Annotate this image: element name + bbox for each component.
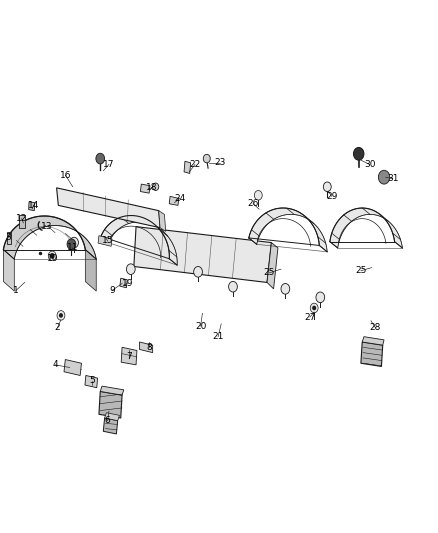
Polygon shape [249, 208, 327, 252]
Polygon shape [99, 391, 122, 418]
Polygon shape [98, 236, 112, 246]
Text: 3: 3 [6, 233, 11, 242]
Circle shape [229, 281, 237, 292]
Text: 26: 26 [247, 199, 259, 208]
Text: 21: 21 [212, 332, 224, 341]
Polygon shape [4, 249, 14, 291]
Text: 31: 31 [387, 174, 399, 183]
Text: 29: 29 [326, 192, 337, 201]
Polygon shape [267, 243, 278, 289]
Polygon shape [4, 216, 96, 259]
Polygon shape [361, 342, 383, 367]
Polygon shape [330, 208, 403, 248]
Text: 18: 18 [145, 183, 157, 192]
Text: 5: 5 [89, 376, 95, 385]
Text: 25: 25 [355, 266, 367, 275]
Text: 12: 12 [16, 214, 27, 223]
Text: 2: 2 [55, 323, 60, 332]
Circle shape [60, 314, 62, 317]
Text: 20: 20 [195, 321, 206, 330]
Text: 7: 7 [127, 352, 132, 361]
Circle shape [316, 292, 325, 303]
Polygon shape [85, 249, 96, 291]
Polygon shape [101, 215, 177, 265]
Circle shape [281, 284, 290, 294]
Circle shape [50, 254, 54, 258]
Text: 14: 14 [28, 201, 39, 210]
Polygon shape [57, 188, 160, 228]
Text: 10: 10 [47, 254, 59, 263]
Polygon shape [121, 348, 137, 365]
Polygon shape [141, 184, 150, 193]
Polygon shape [7, 232, 11, 244]
Text: 13: 13 [41, 222, 52, 231]
Text: 15: 15 [102, 237, 113, 246]
Polygon shape [362, 337, 384, 345]
Circle shape [127, 264, 135, 274]
Polygon shape [184, 161, 191, 173]
Text: 8: 8 [146, 343, 152, 352]
Text: 23: 23 [214, 158, 226, 167]
Circle shape [254, 190, 262, 200]
Circle shape [310, 303, 318, 313]
Polygon shape [169, 196, 179, 205]
Polygon shape [103, 418, 118, 434]
Circle shape [203, 155, 210, 163]
Text: 30: 30 [364, 160, 375, 169]
Polygon shape [140, 342, 152, 353]
Circle shape [57, 311, 65, 320]
Polygon shape [120, 278, 127, 288]
Text: 25: 25 [264, 269, 275, 277]
Polygon shape [134, 227, 272, 282]
Circle shape [323, 182, 331, 191]
Text: 28: 28 [370, 323, 381, 332]
Text: 22: 22 [189, 160, 201, 169]
Text: 1: 1 [13, 286, 19, 295]
Polygon shape [64, 360, 81, 375]
Polygon shape [105, 413, 120, 421]
Text: 27: 27 [304, 312, 315, 321]
Circle shape [194, 266, 202, 277]
Text: 9: 9 [109, 286, 115, 295]
Circle shape [48, 251, 56, 261]
Text: 17: 17 [103, 160, 115, 169]
Text: 19: 19 [122, 279, 133, 288]
Text: 24: 24 [174, 194, 185, 203]
Polygon shape [100, 386, 124, 395]
Circle shape [70, 237, 78, 248]
Text: 11: 11 [67, 244, 78, 253]
Circle shape [152, 183, 159, 190]
Text: 4: 4 [53, 360, 58, 369]
Circle shape [96, 154, 105, 164]
Circle shape [378, 170, 390, 184]
Polygon shape [159, 211, 166, 231]
Text: 16: 16 [60, 171, 71, 180]
Circle shape [353, 148, 364, 160]
Polygon shape [85, 375, 98, 387]
Polygon shape [19, 215, 25, 228]
Circle shape [67, 239, 76, 249]
Text: 6: 6 [105, 416, 110, 425]
Circle shape [313, 306, 315, 310]
Polygon shape [28, 201, 35, 211]
